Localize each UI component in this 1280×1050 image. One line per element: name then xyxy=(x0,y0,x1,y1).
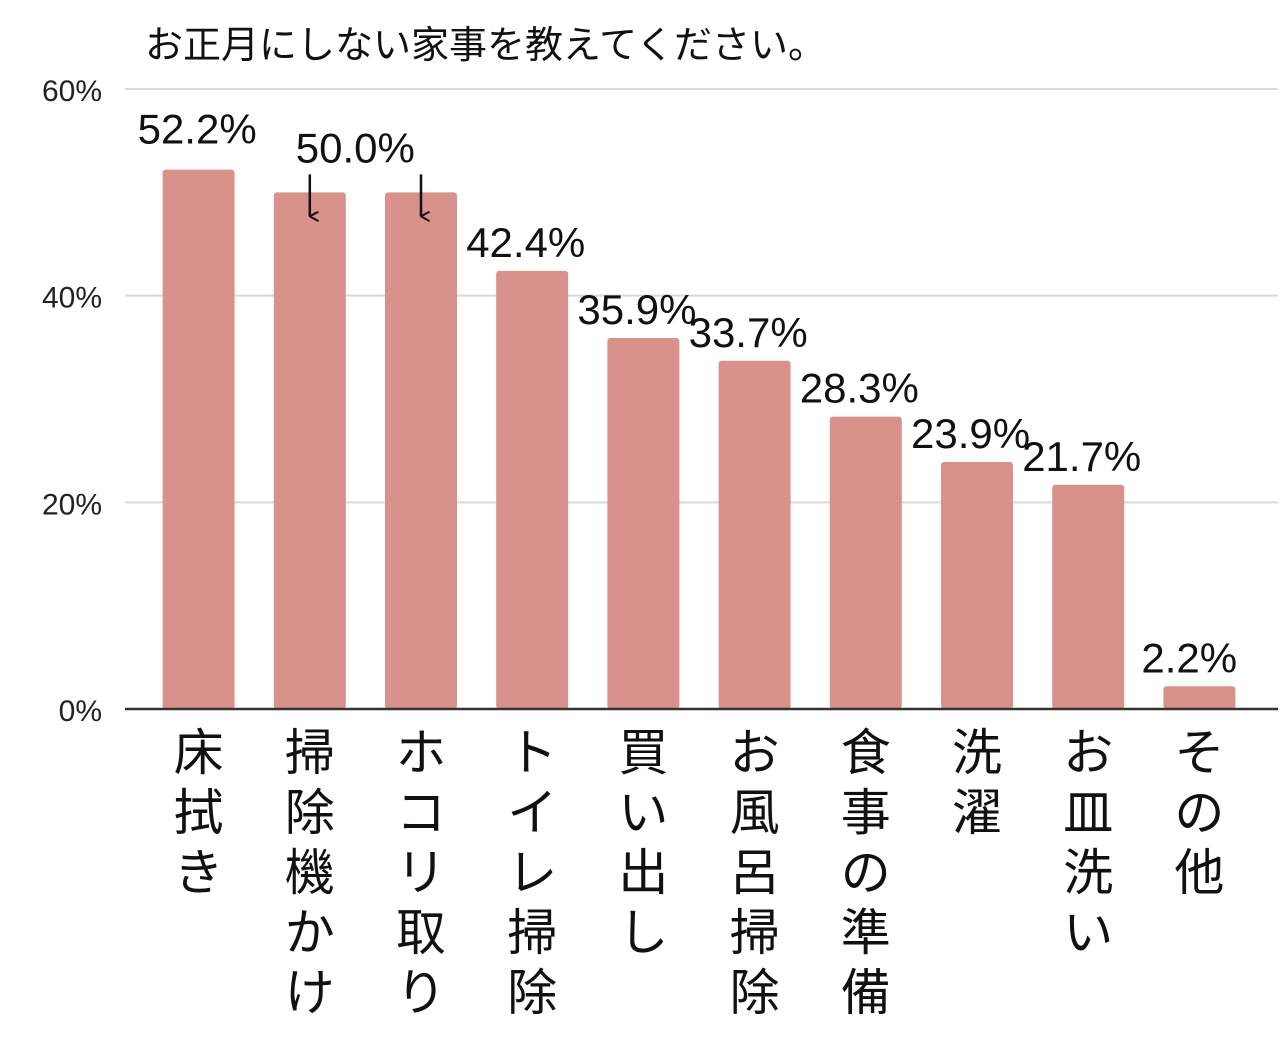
y-tick-label: 0% xyxy=(59,695,102,728)
y-tick-label: 20% xyxy=(42,488,102,521)
x-category-label: 食事の準備 xyxy=(841,724,891,1022)
bar xyxy=(829,416,902,709)
x-category-label: その他 xyxy=(1174,724,1224,902)
x-category-label: 床拭き xyxy=(174,724,224,902)
bar xyxy=(273,192,346,710)
chart-title: お正月にしない家事を教えてください。 xyxy=(145,23,826,67)
bar xyxy=(941,462,1013,709)
x-category-label: 掃除機かけ xyxy=(285,724,335,1022)
y-tick-label: 60% xyxy=(42,75,102,108)
data-label: 2.2% xyxy=(1141,634,1237,681)
data-label: 52.2% xyxy=(138,106,257,153)
bar xyxy=(496,270,569,709)
data-label: 23.9% xyxy=(911,410,1030,457)
x-category-label: お風呂掃除 xyxy=(730,724,780,1022)
bar xyxy=(607,338,680,709)
data-label: 50.0% xyxy=(296,124,415,171)
x-category-label: 買い出し xyxy=(618,724,668,962)
x-category-label: トイレ掃除 xyxy=(507,724,557,1022)
bar xyxy=(1052,484,1125,709)
x-category-label: 洗濯 xyxy=(952,724,1002,842)
x-category-label: お皿洗い xyxy=(1063,724,1113,962)
x-category-label: ホコリ取り xyxy=(396,724,446,1022)
bar xyxy=(1163,686,1236,709)
data-label: 42.4% xyxy=(466,219,585,266)
data-label: 21.7% xyxy=(1022,433,1141,480)
bar xyxy=(385,192,457,710)
data-label: 28.3% xyxy=(800,365,919,412)
bar xyxy=(718,360,791,709)
bar xyxy=(162,169,235,710)
y-tick-label: 40% xyxy=(42,282,102,315)
data-label: 35.9% xyxy=(577,286,696,333)
data-label: 33.7% xyxy=(689,309,808,356)
